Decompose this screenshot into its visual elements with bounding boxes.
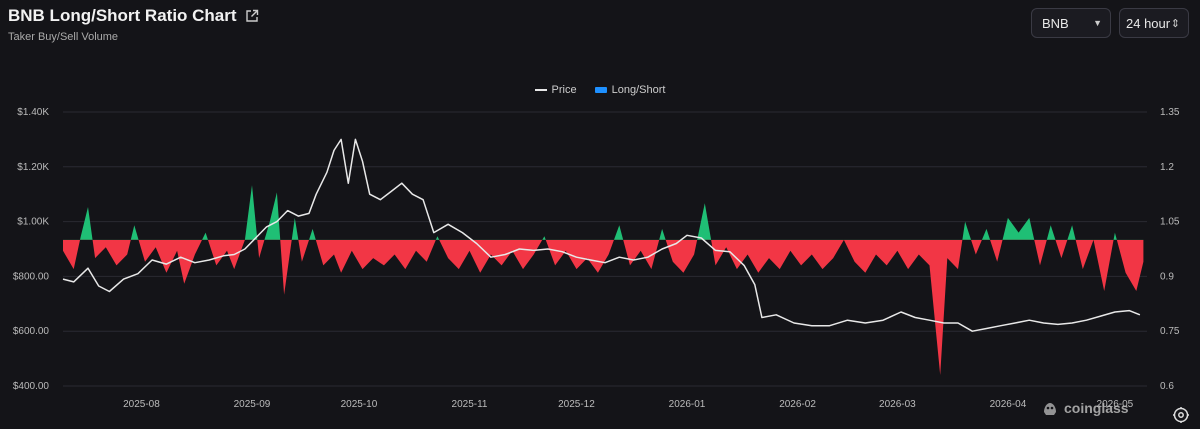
interval-select[interactable]: 24 hour ⇕: [1119, 8, 1189, 38]
x-tick-label: 2025-11: [452, 399, 488, 410]
price-series-line: [62, 138, 1141, 332]
title-row: BNB Long/Short Ratio Chart: [8, 6, 259, 26]
dropdown-caret-icon: ▼: [1093, 18, 1102, 28]
y-right-tick-label: 1.05: [1160, 217, 1180, 228]
y-left-tick-label: $1.00K: [17, 217, 49, 228]
coinglass-logo-icon: [1040, 398, 1060, 418]
y-left-tick-label: $600.00: [13, 326, 50, 337]
page-title: BNB Long/Short Ratio Chart: [8, 6, 237, 25]
y-left-tick-label: $800.00: [13, 271, 50, 282]
long-short-area-negative: [63, 239, 1144, 375]
y-left-tick-label: $1.20K: [17, 162, 49, 173]
x-tick-label: 2026-01: [669, 399, 706, 410]
chart-legend: Price Long/Short: [0, 84, 1200, 96]
interval-select-value: 24 hour: [1126, 15, 1171, 31]
external-link-icon[interactable]: [245, 9, 259, 23]
y-right-tick-label: 0.6: [1160, 381, 1174, 392]
settings-icon[interactable]: [1172, 406, 1190, 424]
y-right-tick-label: 0.9: [1160, 271, 1174, 282]
price-line-swatch: [534, 89, 547, 91]
x-tick-label: 2026-03: [879, 399, 916, 410]
legend-item-price[interactable]: Price: [534, 84, 577, 96]
x-tick-label: 2026-05: [1097, 399, 1134, 410]
watermark: coinglass: [1040, 398, 1129, 418]
x-tick-label: 2025-12: [558, 399, 595, 410]
y-right-tick-label: 1.2: [1160, 162, 1174, 173]
y-right-tick-label: 1.35: [1160, 107, 1180, 118]
y-left-tick-label: $1.40K: [17, 107, 49, 118]
symbol-select[interactable]: BNB ▼: [1031, 8, 1111, 38]
legend-label-long-short: Long/Short: [611, 84, 666, 96]
x-tick-label: 2025-08: [123, 399, 160, 410]
long-short-swatch: [594, 87, 607, 93]
y-right-tick-label: 0.75: [1160, 326, 1180, 337]
long-short-area-positive: [80, 185, 1117, 240]
y-left-tick-label: $400.00: [13, 381, 50, 392]
x-tick-label: 2025-10: [341, 399, 378, 410]
stepper-icon: ⇕: [1170, 17, 1180, 30]
watermark-text: coinglass: [1064, 400, 1129, 416]
x-tick-label: 2025-09: [234, 399, 271, 410]
page-subtitle: Taker Buy/Sell Volume: [8, 31, 119, 43]
symbol-select-value: BNB: [1042, 15, 1069, 31]
legend-item-long-short[interactable]: Long/Short: [594, 84, 666, 96]
x-tick-label: 2026-04: [990, 399, 1027, 410]
legend-label-price: Price: [551, 84, 577, 96]
x-tick-label: 2026-02: [779, 399, 816, 410]
